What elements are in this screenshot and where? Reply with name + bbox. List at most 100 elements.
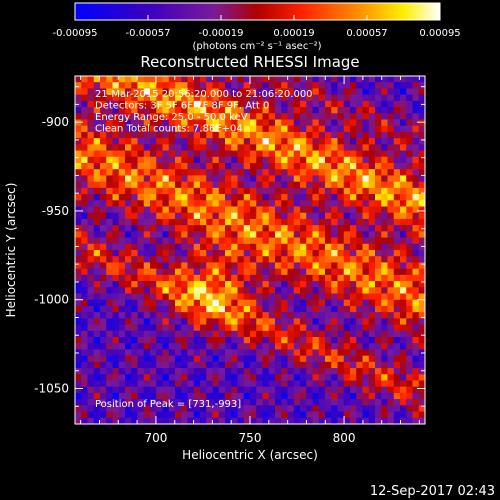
heatmap-cell	[287, 218, 295, 226]
heatmap-cell	[193, 262, 201, 270]
heatmap-cell	[406, 417, 414, 424]
heatmap-cell	[168, 417, 176, 424]
heatmap-cell	[206, 392, 214, 400]
heatmap-cell	[175, 218, 182, 226]
heatmap-cell	[343, 113, 351, 121]
heatmap-cell	[337, 131, 345, 139]
heatmap-cell	[187, 194, 195, 201]
heatmap-cell	[150, 417, 157, 424]
heatmap-cell	[418, 374, 425, 382]
heatmap-cell	[187, 355, 195, 363]
heatmap-cell	[306, 82, 314, 90]
heatmap-cell	[368, 274, 376, 282]
heatmap-cell	[268, 125, 276, 133]
heatmap-cell	[93, 243, 101, 251]
heatmap-cell	[175, 163, 182, 170]
heatmap-cell	[231, 125, 239, 133]
heatmap-cell	[93, 144, 101, 152]
heatmap-cell	[268, 163, 276, 170]
heatmap-cell	[118, 349, 126, 357]
heatmap-cell	[368, 225, 376, 232]
heatmap-cell	[131, 343, 139, 351]
heatmap-cell	[112, 355, 120, 363]
heatmap-cell	[400, 287, 407, 295]
heatmap-cell	[306, 324, 314, 332]
heatmap-cell	[412, 125, 420, 133]
heatmap-cell	[150, 181, 157, 189]
heatmap-cell	[181, 88, 189, 96]
heatmap-cell	[293, 212, 301, 220]
heatmap-cell	[87, 119, 95, 127]
heatmap-cell	[143, 337, 151, 344]
annotation-line: Energy Range: 25.0 - 50.0 keV	[95, 112, 248, 123]
heatmap-cell	[93, 212, 101, 220]
heatmap-cell	[181, 386, 189, 394]
heatmap-cell	[412, 293, 420, 301]
heatmap-cell	[400, 156, 407, 164]
heatmap-cell	[156, 417, 164, 424]
heatmap-cell	[256, 206, 264, 214]
heatmap-cell	[81, 256, 89, 264]
heatmap-cell	[156, 268, 164, 276]
heatmap-cell	[93, 324, 101, 332]
heatmap-cell	[306, 138, 314, 145]
heatmap-cell	[325, 88, 332, 96]
heatmap-cell	[256, 392, 264, 400]
heatmap-cell	[175, 144, 182, 152]
heatmap-cell	[281, 411, 289, 419]
heatmap-cell	[225, 355, 232, 363]
heatmap-cell	[237, 163, 245, 170]
heatmap-cell	[156, 274, 164, 282]
heatmap-cell	[387, 324, 395, 332]
heatmap-cell	[218, 274, 226, 282]
heatmap-cell	[106, 163, 114, 170]
heatmap-cell	[187, 343, 195, 351]
heatmap-cell	[400, 330, 407, 338]
colorbar-tick-label: -0.00095	[53, 28, 98, 39]
heatmap-cell	[87, 88, 95, 96]
heatmap-cell	[143, 405, 151, 413]
heatmap-cell	[100, 237, 107, 245]
heatmap-cell	[156, 343, 164, 351]
heatmap-cell	[393, 138, 401, 145]
heatmap-cell	[275, 169, 282, 177]
heatmap-cell	[318, 138, 326, 145]
heatmap-cell	[206, 225, 214, 232]
heatmap-cell	[243, 330, 251, 338]
heatmap-cell	[187, 138, 195, 145]
heatmap-cell	[187, 324, 195, 332]
heatmap-cell	[362, 368, 370, 375]
heatmap-cell	[168, 156, 176, 164]
heatmap-cell	[162, 200, 170, 208]
heatmap-cell	[187, 405, 195, 413]
heatmap-cell	[206, 243, 214, 251]
heatmap-cell	[318, 200, 326, 208]
heatmap-cell	[381, 399, 389, 406]
heatmap-cell	[125, 94, 132, 102]
heatmap-cell	[275, 274, 282, 282]
heatmap-cell	[143, 175, 151, 183]
heatmap-cell	[212, 131, 220, 139]
heatmap-cell	[293, 305, 301, 313]
heatmap-cell	[275, 125, 282, 133]
heatmap-cell	[193, 330, 201, 338]
heatmap-cell	[343, 169, 351, 177]
heatmap-cell	[81, 355, 89, 363]
heatmap-cell	[162, 194, 170, 201]
heatmap-cell	[312, 163, 320, 170]
heatmap-cell	[143, 324, 151, 332]
heatmap-cell	[412, 82, 420, 90]
heatmap-cell	[281, 361, 289, 369]
heatmap-cell	[381, 200, 389, 208]
heatmap-cell	[356, 76, 364, 83]
heatmap-cell	[150, 305, 157, 313]
heatmap-cell	[281, 256, 289, 264]
heatmap-cell	[281, 281, 289, 288]
heatmap-cell	[356, 368, 364, 375]
heatmap-cell	[412, 411, 420, 419]
heatmap-cell	[131, 150, 139, 158]
heatmap-cell	[75, 243, 82, 251]
heatmap-cell	[125, 380, 132, 388]
heatmap-cell	[231, 318, 239, 326]
heatmap-cell	[268, 380, 276, 388]
